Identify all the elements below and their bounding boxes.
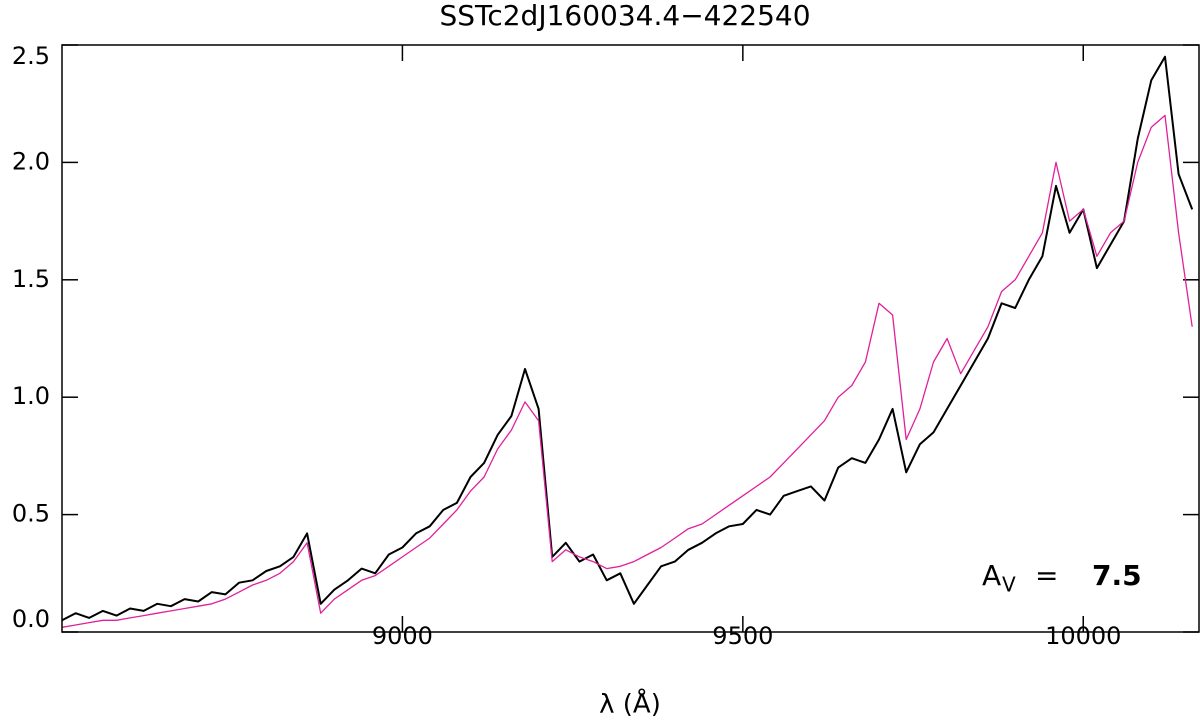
plot-frame xyxy=(61,44,1200,633)
y-tick-label: 1.5 xyxy=(12,265,50,293)
y-tick-label: 0.0 xyxy=(12,605,50,633)
annotation: A V = 7.5 xyxy=(982,559,1142,597)
annotation-equals: = xyxy=(1035,559,1058,592)
annotation-value: 7.5 xyxy=(1092,559,1142,592)
x-axis-label: λ (Å) xyxy=(599,688,661,720)
y-tick-label: 1.0 xyxy=(12,382,50,410)
y-tick-label: 2.0 xyxy=(12,147,50,175)
spectrum-line xyxy=(61,55,1194,622)
annotation-symbol: A xyxy=(982,559,1001,592)
y-tick-label: 0.5 xyxy=(12,500,50,528)
y-tick-label: 2.5 xyxy=(12,42,50,70)
chart-title: SSTc2dJ160034.4−422540 xyxy=(439,0,810,32)
spectrum-line xyxy=(61,114,1193,628)
annotation-subscript: V xyxy=(1002,573,1016,597)
